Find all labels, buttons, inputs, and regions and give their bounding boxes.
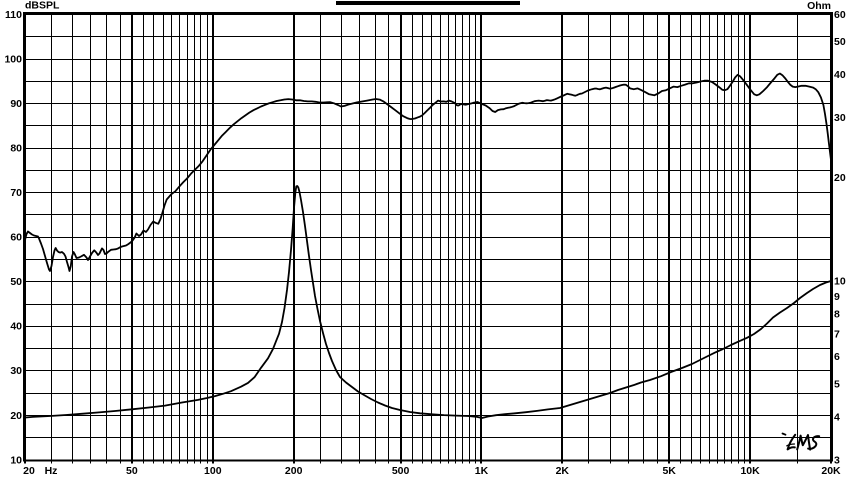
svg-text:20: 20 bbox=[834, 172, 846, 184]
svg-text:50: 50 bbox=[10, 276, 22, 288]
svg-text:80: 80 bbox=[10, 142, 22, 154]
svg-text:110: 110 bbox=[5, 9, 22, 21]
svg-text:5: 5 bbox=[834, 378, 840, 390]
svg-text:6: 6 bbox=[834, 351, 840, 363]
svg-text:500: 500 bbox=[392, 465, 410, 477]
svg-text:50: 50 bbox=[126, 465, 138, 477]
svg-text:60: 60 bbox=[834, 9, 846, 21]
svg-text:2K: 2K bbox=[556, 465, 570, 477]
svg-text:20K: 20K bbox=[821, 465, 841, 477]
svg-text:Hz: Hz bbox=[45, 465, 58, 477]
svg-text:7: 7 bbox=[834, 328, 840, 340]
svg-text:70: 70 bbox=[10, 187, 22, 199]
svg-text:30: 30 bbox=[10, 365, 22, 377]
svg-text:10: 10 bbox=[10, 454, 22, 466]
svg-text:8: 8 bbox=[834, 308, 840, 320]
svg-text:1K: 1K bbox=[475, 465, 489, 477]
svg-text:9: 9 bbox=[834, 291, 840, 303]
svg-text:20: 20 bbox=[23, 465, 35, 477]
svg-text:100: 100 bbox=[204, 465, 222, 477]
svg-text:20: 20 bbox=[10, 410, 22, 422]
svg-text:30: 30 bbox=[834, 112, 846, 124]
svg-text:200: 200 bbox=[285, 465, 303, 477]
svg-text:50: 50 bbox=[834, 36, 846, 48]
svg-text:40: 40 bbox=[834, 69, 846, 81]
svg-text:10K: 10K bbox=[740, 465, 760, 477]
svg-text:90: 90 bbox=[10, 98, 22, 110]
svg-text:60: 60 bbox=[10, 232, 22, 244]
svg-text:5K: 5K bbox=[662, 465, 676, 477]
svg-text:10: 10 bbox=[834, 275, 846, 287]
svg-text:100: 100 bbox=[4, 53, 22, 65]
svg-text:dBSPL: dBSPL bbox=[25, 0, 60, 12]
svg-text:Ohm: Ohm bbox=[807, 0, 831, 12]
svg-text:3: 3 bbox=[834, 454, 840, 466]
svg-text:40: 40 bbox=[10, 321, 22, 333]
svg-text:4: 4 bbox=[834, 412, 840, 424]
